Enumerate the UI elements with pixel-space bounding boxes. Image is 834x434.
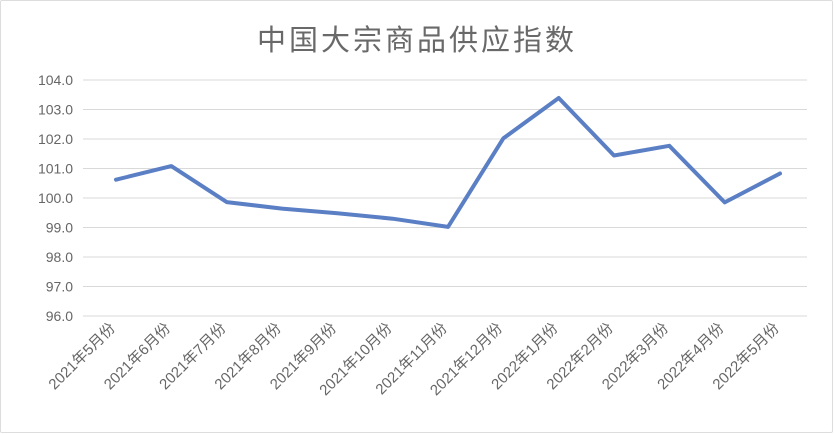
svg-text:101.0: 101.0 <box>38 161 73 177</box>
svg-text:98.0: 98.0 <box>46 249 73 265</box>
svg-text:97.0: 97.0 <box>46 279 73 295</box>
svg-text:96.0: 96.0 <box>46 308 73 324</box>
svg-text:100.0: 100.0 <box>38 190 73 206</box>
svg-text:104.0: 104.0 <box>38 72 73 88</box>
svg-text:99.0: 99.0 <box>46 220 73 236</box>
svg-text:103.0: 103.0 <box>38 102 73 118</box>
svg-text:102.0: 102.0 <box>38 131 73 147</box>
